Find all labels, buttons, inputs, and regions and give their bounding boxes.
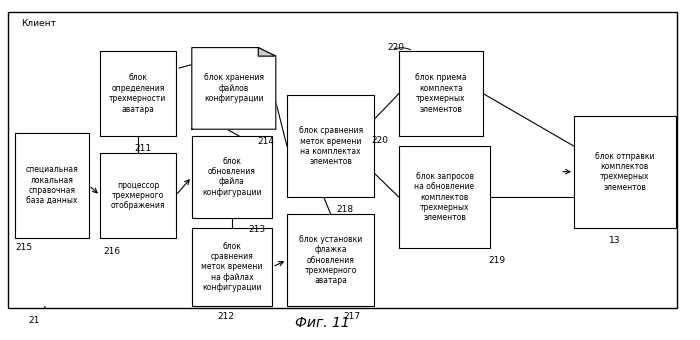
FancyBboxPatch shape [574, 116, 676, 228]
FancyBboxPatch shape [192, 228, 272, 306]
Text: 220: 220 [372, 136, 389, 145]
Text: блок установки
флажка
обновления
трехмерного
аватара: блок установки флажка обновления трехмер… [299, 235, 363, 285]
FancyBboxPatch shape [192, 136, 272, 218]
Text: 211: 211 [134, 144, 151, 153]
Text: 13: 13 [609, 236, 620, 244]
Text: специальная
локальная
справочная
база данных: специальная локальная справочная база да… [26, 165, 78, 205]
Polygon shape [258, 48, 276, 56]
Text: 219: 219 [489, 256, 505, 265]
FancyBboxPatch shape [287, 214, 375, 306]
FancyBboxPatch shape [100, 51, 176, 136]
Text: блок
обновления
файла
конфигурации: блок обновления файла конфигурации [202, 157, 262, 197]
Text: блок приема
комплекта
трехмерных
элементов: блок приема комплекта трехмерных элемент… [415, 73, 467, 114]
FancyBboxPatch shape [399, 51, 483, 136]
Text: блок
сравнения
меток времени
на файлах
конфигурации: блок сравнения меток времени на файлах к… [202, 242, 262, 292]
Text: блок сравнения
меток времени
на комплектах
элементов: блок сравнения меток времени на комплект… [299, 126, 363, 166]
Text: 212: 212 [217, 312, 234, 321]
Text: Фиг. 11: Фиг. 11 [295, 316, 349, 330]
Text: 218: 218 [336, 205, 353, 214]
FancyBboxPatch shape [100, 153, 176, 238]
Text: 216: 216 [104, 246, 120, 255]
Text: блок отправки
комплектов
трехмерных
элементов: блок отправки комплектов трехмерных элем… [595, 152, 654, 192]
Polygon shape [192, 48, 276, 129]
Text: процессор
трехмерного
отображения: процессор трехмерного отображения [111, 181, 165, 210]
FancyBboxPatch shape [399, 146, 490, 248]
Text: 21: 21 [28, 316, 39, 324]
Text: 217: 217 [343, 312, 360, 321]
Text: блок
определения
трехмерности
аватара: блок определения трехмерности аватара [109, 73, 167, 114]
FancyBboxPatch shape [15, 133, 89, 238]
Text: 220: 220 [387, 43, 404, 52]
Text: 215: 215 [15, 243, 32, 252]
Text: 214: 214 [258, 137, 274, 146]
Text: Клиент: Клиент [21, 19, 56, 28]
Text: 213: 213 [248, 225, 265, 234]
Text: блок запросов
на обновление
комплектов
трехмерных
элементов: блок запросов на обновление комплектов т… [414, 172, 475, 222]
Text: блок хранения
файлов
конфигурации: блок хранения файлов конфигурации [204, 73, 264, 103]
FancyBboxPatch shape [287, 95, 375, 197]
